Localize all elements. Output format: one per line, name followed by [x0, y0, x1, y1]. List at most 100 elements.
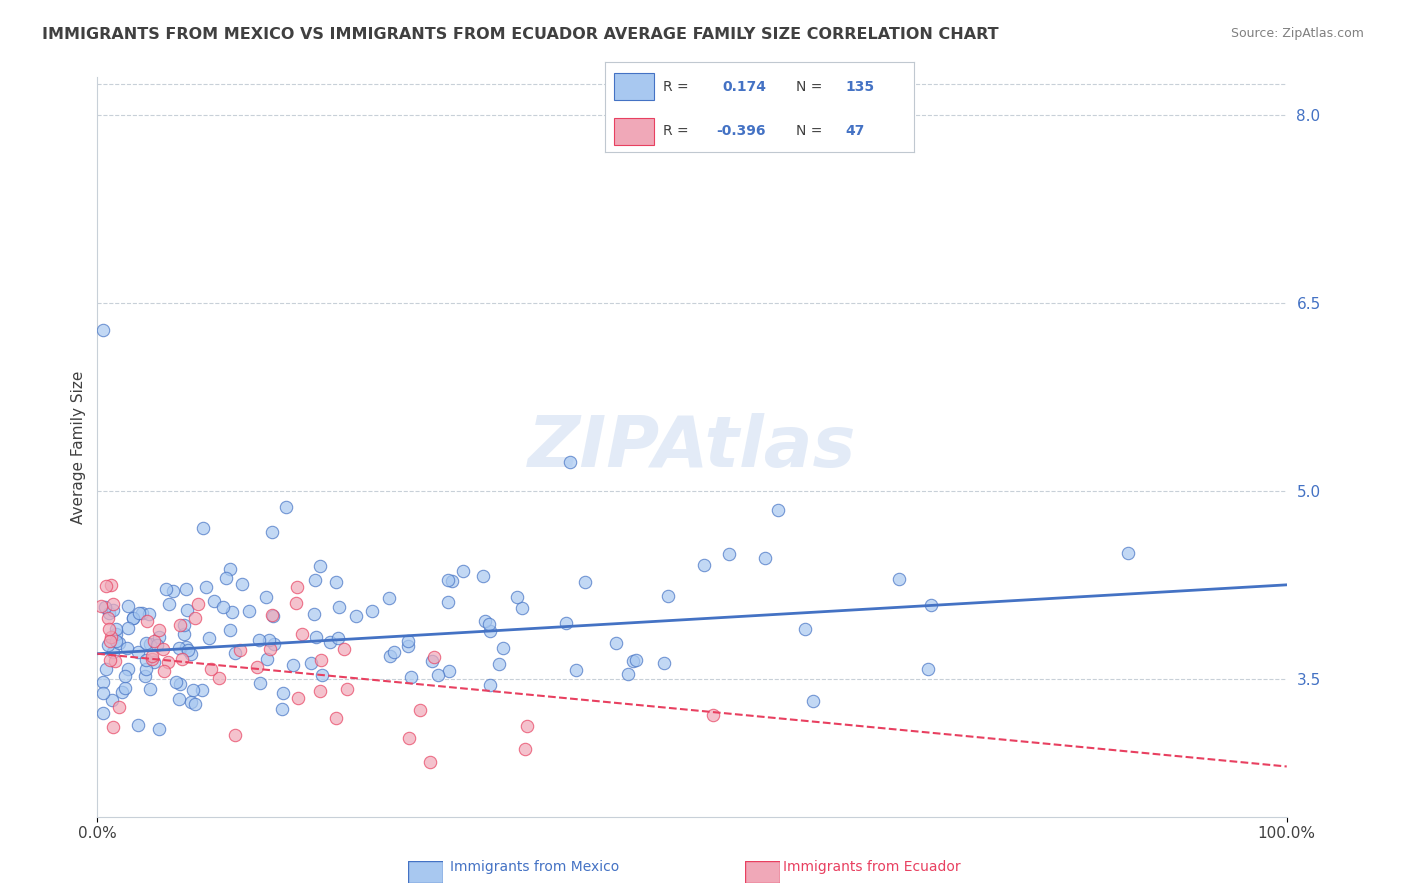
- Point: [104, 627, 127, 641]
- Point: [299, 656, 322, 670]
- Point: [172, 652, 194, 666]
- Point: [169, 677, 191, 691]
- Point: [100, 630, 122, 644]
- Point: [270, 702, 292, 716]
- Point: [249, 676, 271, 690]
- Point: [284, 596, 307, 610]
- Text: 0.174: 0.174: [723, 79, 766, 94]
- Point: [97, 606, 120, 620]
- Point: [560, 455, 582, 469]
- Point: [219, 562, 242, 576]
- Point: [231, 576, 253, 591]
- Point: [574, 575, 596, 590]
- Point: [399, 670, 422, 684]
- Text: Immigrants from Mexico: Immigrants from Mexico: [450, 860, 619, 874]
- Point: [169, 618, 191, 632]
- Point: [274, 500, 297, 514]
- Point: [506, 591, 529, 605]
- Point: [187, 597, 209, 611]
- Point: [419, 755, 441, 769]
- Point: [208, 671, 231, 685]
- Point: [311, 667, 333, 681]
- Point: [262, 607, 284, 622]
- Point: [117, 621, 139, 635]
- Point: [702, 707, 724, 722]
- Y-axis label: Average Family Size: Average Family Size: [72, 370, 86, 524]
- Point: [423, 649, 446, 664]
- Point: [471, 568, 494, 582]
- Point: [100, 693, 122, 707]
- Point: [302, 607, 325, 621]
- Point: [360, 604, 382, 618]
- FancyBboxPatch shape: [614, 73, 654, 100]
- Point: [148, 630, 170, 644]
- Point: [326, 631, 349, 645]
- Point: [191, 682, 214, 697]
- Point: [378, 591, 401, 606]
- Point: [101, 597, 124, 611]
- Point: [426, 667, 449, 681]
- Point: [605, 636, 627, 650]
- Point: [139, 637, 162, 651]
- Text: 47: 47: [846, 124, 865, 138]
- Point: [128, 606, 150, 620]
- Point: [141, 648, 163, 663]
- Point: [101, 720, 124, 734]
- Point: [754, 551, 776, 566]
- Point: [139, 682, 162, 697]
- Point: [803, 694, 825, 708]
- Point: [439, 665, 461, 679]
- Point: [259, 641, 281, 656]
- Point: [153, 664, 176, 678]
- Point: [304, 573, 326, 587]
- Point: [516, 719, 538, 733]
- Point: [332, 642, 354, 657]
- Point: [98, 653, 121, 667]
- Point: [114, 668, 136, 682]
- Text: N =: N =: [796, 124, 823, 138]
- Point: [215, 571, 238, 585]
- Point: [262, 608, 284, 623]
- Point: [103, 645, 125, 659]
- Point: [146, 638, 169, 652]
- FancyBboxPatch shape: [745, 861, 780, 883]
- Point: [510, 601, 533, 615]
- Text: IMMIGRANTS FROM MEXICO VS IMMIGRANTS FROM ECUADOR AVERAGE FAMILY SIZE CORRELATIO: IMMIGRANTS FROM MEXICO VS IMMIGRANTS FRO…: [42, 27, 998, 42]
- Point: [384, 644, 406, 658]
- Point: [135, 653, 157, 667]
- Point: [143, 655, 166, 669]
- Point: [148, 722, 170, 736]
- Point: [218, 624, 240, 638]
- FancyBboxPatch shape: [408, 861, 443, 883]
- Point: [180, 648, 202, 662]
- Point: [263, 637, 285, 651]
- Point: [156, 655, 179, 669]
- Point: [652, 656, 675, 670]
- Point: [325, 711, 347, 725]
- Point: [920, 599, 942, 613]
- Point: [97, 611, 120, 625]
- Point: [336, 681, 359, 696]
- Point: [256, 651, 278, 665]
- Point: [488, 657, 510, 672]
- Point: [122, 611, 145, 625]
- Point: [167, 640, 190, 655]
- Point: [105, 634, 128, 648]
- Point: [396, 639, 419, 653]
- Point: [380, 648, 402, 663]
- Point: [1118, 546, 1140, 560]
- Text: ZIPAtlas: ZIPAtlas: [527, 412, 856, 482]
- Point: [257, 633, 280, 648]
- FancyBboxPatch shape: [614, 118, 654, 145]
- Point: [94, 662, 117, 676]
- Point: [437, 574, 460, 588]
- Point: [285, 580, 308, 594]
- Point: [693, 558, 716, 573]
- Text: R =: R =: [664, 79, 689, 94]
- Point: [117, 662, 139, 676]
- Point: [173, 618, 195, 632]
- Point: [474, 614, 496, 628]
- Point: [200, 662, 222, 676]
- Point: [115, 640, 138, 655]
- Point: [409, 703, 432, 717]
